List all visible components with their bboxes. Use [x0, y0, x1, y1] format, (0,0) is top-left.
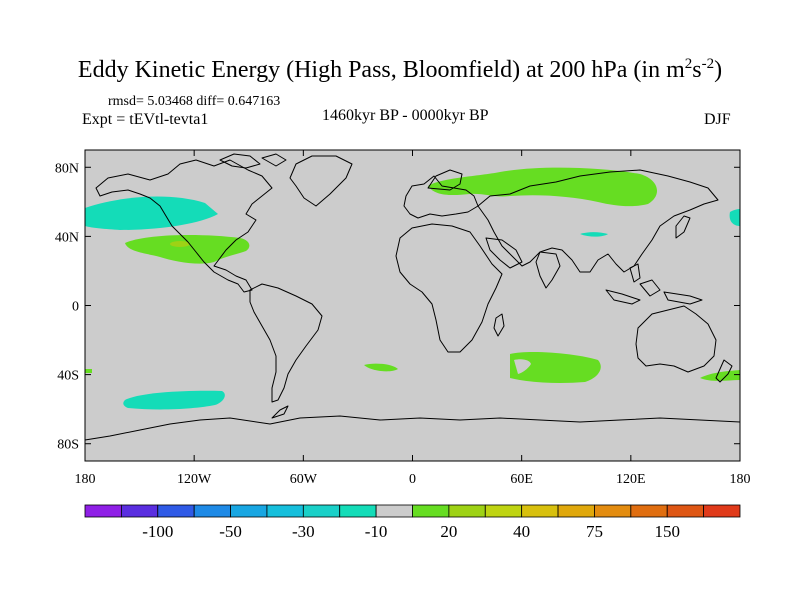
anomaly-south-indian	[510, 351, 601, 383]
coast-new-zealand	[715, 359, 733, 383]
colorbar-label: 40	[513, 522, 530, 541]
anomaly-south-atlantic	[364, 363, 398, 372]
colorbar-box	[630, 504, 668, 518]
coast-japan	[675, 215, 691, 239]
anomaly-south-atlantic-edge	[85, 369, 92, 373]
lat-tick-label: 0	[72, 300, 79, 315]
anomaly-east-pacific-core	[170, 241, 190, 247]
anomaly-layer	[85, 167, 740, 410]
colorbar-box	[448, 504, 486, 518]
lat-tick-label: 40N	[55, 230, 79, 245]
title-sup-2: -2	[701, 56, 715, 72]
title-mid: s	[692, 57, 702, 83]
title-main: Eddy Kinetic Energy (High Pass, Bloomfie…	[77, 57, 685, 83]
anomaly-central-asia	[580, 232, 608, 237]
lat-tick-label: 80S	[57, 438, 79, 453]
anomaly-eurasia	[428, 167, 658, 207]
colorbar-label: 75	[586, 522, 603, 541]
coastlines	[84, 153, 741, 441]
lon-tick-label: 180	[730, 472, 751, 487]
colorbar-box	[339, 504, 377, 518]
lon-tick-label: 180	[75, 472, 96, 487]
coast-maritime-asia	[605, 263, 703, 305]
anomaly-north-atlantic	[85, 196, 218, 230]
longitude-axis: 180 120W 60W 0 60E 120E 180	[75, 150, 751, 487]
colorbar-label: -50	[219, 522, 242, 541]
colorbar-label: 150	[654, 522, 680, 541]
title-sup-1: 2	[684, 56, 693, 72]
colorbar-box	[484, 504, 523, 518]
coast-madagascar	[493, 313, 505, 337]
colorbar-box	[120, 504, 159, 518]
lon-tick-label: 120W	[177, 472, 212, 487]
colorbar-box	[557, 504, 595, 518]
colorbar-box	[157, 504, 195, 518]
lat-tick-label: 40S	[57, 369, 79, 384]
title-end: )	[714, 57, 723, 83]
latitude-axis: 80N 40N 0 40S 80S	[55, 161, 740, 453]
colorbar-box	[266, 504, 304, 518]
coast-north-america	[95, 159, 273, 293]
season-label: DJF	[704, 111, 731, 128]
coast-arabia	[485, 237, 523, 269]
lon-tick-label: 60W	[290, 472, 318, 487]
coast-africa	[395, 223, 503, 353]
lon-tick-label: 0	[409, 472, 416, 487]
colorbar-box	[84, 504, 122, 518]
colorbar-box	[193, 504, 231, 518]
colorbar-box	[375, 504, 413, 518]
lon-tick-label: 60E	[510, 472, 533, 487]
anomaly-east-pacific	[125, 235, 250, 264]
coast-scandinavia	[427, 169, 463, 191]
coast-south-america	[249, 283, 323, 403]
experiment-label: Expt = tEVtl-tevta1	[82, 111, 209, 128]
colorbar: -100 -50 -30 -10 20 40 75 150	[84, 504, 741, 541]
colorbar-box	[703, 504, 741, 518]
anomaly-south-indian-hole	[514, 359, 531, 374]
colorbar-box	[412, 504, 450, 518]
stats-label: rmsd= 5.03468 diff= 0.647163	[108, 94, 281, 109]
coast-greenland	[289, 155, 353, 207]
colorbar-label: -30	[292, 522, 315, 541]
coast-antarctic-peninsula	[271, 405, 289, 419]
anomaly-south-pacific	[123, 390, 225, 410]
colorbar-box	[230, 504, 268, 518]
colorbar-label: -100	[142, 522, 173, 541]
anomaly-north-pacific	[729, 209, 740, 226]
colorbar-label: 20	[440, 522, 457, 541]
period-label: 1460kyr BP - 0000kyr BP	[322, 107, 489, 124]
colorbar-label: -10	[365, 522, 388, 541]
lat-tick-label: 80N	[55, 161, 79, 176]
colorbar-box	[594, 504, 632, 518]
coast-australia	[635, 305, 717, 373]
figure-title: Eddy Kinetic Energy (High Pass, Bloomfie…	[0, 56, 800, 84]
colorbar-box	[302, 504, 341, 518]
anomaly-southwest-pacific	[700, 370, 740, 381]
coast-arctic-islands	[219, 153, 287, 169]
coast-antarctica	[84, 415, 741, 441]
colorbar-box	[521, 504, 559, 518]
coast-india	[535, 251, 561, 289]
coast-asia	[477, 169, 719, 273]
colorbar-box	[666, 504, 705, 518]
lon-tick-label: 120E	[616, 472, 646, 487]
